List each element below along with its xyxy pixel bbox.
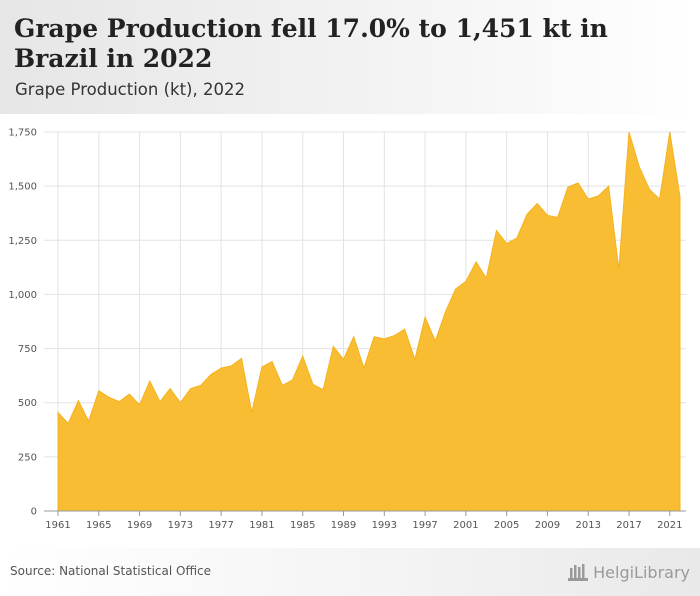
y-tick-label: 1,000 — [8, 290, 37, 301]
data-point-1994 — [392, 334, 396, 338]
axes: 0 250 500 750 1,000 1,250 1,500 1,750 1961 1965 19… — [8, 128, 686, 531]
library-icon — [568, 564, 589, 581]
data-point-2001 — [464, 279, 468, 283]
data-point-1972 — [168, 387, 172, 391]
data-point-2002 — [474, 260, 478, 264]
data-point-2003 — [484, 276, 488, 280]
data-point-1982 — [270, 360, 274, 364]
data-point-1974 — [189, 387, 193, 391]
data-point-2006 — [515, 236, 519, 240]
data-point-1970 — [148, 379, 152, 383]
x-tick-label: 1973 — [168, 520, 193, 531]
x-tick-label: 1969 — [127, 520, 152, 531]
data-point-1961 — [56, 410, 60, 414]
x-tick-label: 1977 — [208, 520, 233, 531]
x-tick-label: 2005 — [494, 520, 519, 531]
data-point-2019 — [647, 187, 651, 191]
data-point-1993 — [382, 337, 386, 341]
data-point-2011 — [566, 185, 570, 189]
x-tick-label: 1993 — [372, 520, 397, 531]
data-point-2009 — [545, 213, 549, 217]
data-point-1966 — [107, 395, 111, 399]
header-band: Grape Production fell 17.0% to 1,451 kt … — [0, 0, 700, 114]
x-tick-label: 2013 — [576, 520, 601, 531]
helgilibrary-logo[interactable]: HelgiLibrary — [567, 560, 690, 584]
data-point-1983 — [280, 383, 284, 387]
data-point-1971 — [158, 400, 162, 404]
data-point-1973 — [178, 401, 182, 405]
data-point-1965 — [97, 389, 101, 393]
data-point-1977 — [219, 366, 223, 370]
y-tick-label: 250 — [18, 452, 37, 463]
data-point-2020 — [658, 197, 662, 201]
y-tick-label: 500 — [18, 398, 37, 409]
x-tick-label: 1961 — [45, 520, 70, 531]
area-series — [56, 130, 682, 512]
x-tick-label: 1989 — [331, 520, 356, 531]
data-point-1964 — [87, 419, 91, 423]
data-point-1995 — [403, 327, 407, 331]
y-tick-label: 0 — [31, 507, 37, 518]
data-point-1975 — [199, 383, 203, 387]
data-point-2015 — [607, 184, 611, 188]
y-tick-label: 1,250 — [8, 236, 37, 247]
x-tick-label: 2021 — [657, 520, 682, 531]
y-tick-label: 1,500 — [8, 182, 37, 193]
data-point-1979 — [240, 356, 244, 360]
data-point-2004 — [494, 229, 498, 233]
data-point-1998 — [433, 339, 437, 343]
data-point-2008 — [535, 201, 539, 205]
area-series-path — [57, 131, 681, 512]
data-point-1989 — [342, 357, 346, 361]
data-point-1997 — [423, 315, 427, 319]
data-point-1968 — [127, 392, 131, 396]
x-tick-label: 2017 — [616, 520, 641, 531]
data-point-1980 — [250, 410, 254, 414]
data-point-1976 — [209, 373, 213, 377]
data-point-1969 — [138, 403, 142, 407]
data-point-1991 — [362, 366, 366, 370]
data-point-1999 — [443, 310, 447, 314]
data-point-1992 — [372, 335, 376, 339]
source-note: Source: National Statistical Office — [10, 564, 212, 578]
data-point-2010 — [556, 216, 560, 220]
y-tick-label: 750 — [18, 344, 37, 355]
data-point-2014 — [596, 194, 600, 198]
logo-text: HelgiLibrary — [593, 562, 690, 582]
data-point-2017 — [627, 130, 631, 134]
data-point-1967 — [117, 400, 121, 404]
data-point-1962 — [66, 421, 70, 425]
data-point-1986 — [311, 382, 315, 386]
x-tick-label: 2009 — [535, 520, 560, 531]
data-point-1988 — [331, 344, 335, 348]
data-point-1990 — [352, 335, 356, 339]
y-tick-label: 1,750 — [8, 128, 37, 139]
data-point-2000 — [454, 287, 458, 291]
chart-title: Grape Production fell 17.0% to 1,451 kt … — [14, 14, 608, 73]
data-point-1978 — [229, 364, 233, 368]
data-point-2013 — [586, 197, 590, 201]
data-point-1981 — [260, 365, 264, 369]
data-point-2018 — [637, 165, 641, 169]
data-point-2021 — [668, 130, 672, 134]
data-point-1985 — [301, 354, 305, 358]
data-point-2005 — [505, 242, 509, 246]
data-point-2022 — [678, 195, 682, 199]
x-tick-label: 1965 — [86, 520, 111, 531]
data-point-1996 — [413, 357, 417, 361]
data-point-1963 — [76, 399, 80, 403]
chart-subtitle: Grape Production (kt), 2022 — [15, 80, 245, 99]
x-tick-label: 1985 — [290, 520, 315, 531]
footer-band: Source: National Statistical Office Helg… — [0, 548, 700, 596]
data-point-2012 — [576, 181, 580, 185]
data-point-1984 — [291, 378, 295, 382]
data-point-1987 — [321, 388, 325, 392]
area-chart: 0 250 500 750 1,000 1,250 1,500 1,750 1961 1965 19… — [8, 128, 686, 531]
x-tick-label: 1997 — [412, 520, 437, 531]
data-point-2016 — [617, 268, 621, 272]
data-point-2007 — [525, 212, 529, 216]
x-tick-label: 1981 — [249, 520, 274, 531]
x-tick-label: 2001 — [453, 520, 478, 531]
